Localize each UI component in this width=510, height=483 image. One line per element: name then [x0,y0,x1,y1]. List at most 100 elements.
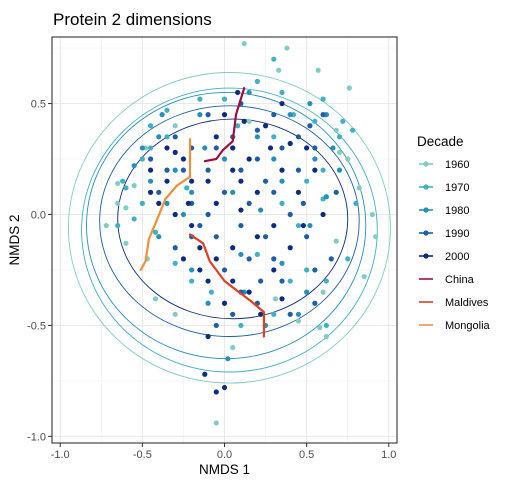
point-1970 [123,185,129,191]
point-1990 [213,145,219,151]
point-1980 [254,134,260,140]
point-2000 [312,167,318,173]
point-1970 [254,78,260,84]
legend-label: 1980 [445,205,469,217]
point-1970 [323,278,329,284]
point-2000 [221,112,228,118]
point-1980 [139,145,145,151]
point-2000 [172,211,178,218]
point-1990 [295,167,302,173]
point-1960 [272,296,279,302]
point-1990 [230,311,236,317]
legend: Decade 1960 1970 1980 1990 2000 China Maldives… [417,134,491,332]
point-1980 [197,112,203,118]
point-1960 [336,149,343,155]
y-tick-label: 0.5 [31,99,46,111]
ellipse-2000 [117,118,349,320]
point-2000 [185,200,191,206]
point-1970 [235,123,241,129]
point-1980 [323,194,329,200]
point-1970 [279,89,285,96]
point-1990 [238,167,244,173]
point-1960 [131,183,137,189]
point-2000 [221,384,228,391]
point-1960 [213,420,219,426]
point-1980 [205,300,211,306]
point-1970 [323,322,329,329]
point-2000 [189,178,195,184]
legend-item-2000: 2000 [419,251,469,263]
point-1990 [172,134,178,140]
point-1970 [320,96,326,102]
point-1980 [164,200,170,206]
point-1970 [139,156,145,162]
point-1990 [213,322,219,329]
point-1970 [279,200,285,206]
point-2000 [241,118,247,124]
chart-title: Protein 2 dimensions [53,10,212,29]
point-1960 [284,45,290,51]
point-2000 [205,278,211,284]
point-1990 [197,222,203,229]
point-1990 [287,311,293,317]
ellipse-1970 [81,87,378,373]
point-1990 [254,127,260,133]
point-1990 [307,123,313,129]
point-1980 [156,234,162,240]
point-2000 [230,145,236,151]
point-1960 [346,85,352,91]
point-1990 [205,211,211,218]
point-2000 [147,167,154,173]
point-1960 [315,67,321,73]
point-2000 [279,167,285,173]
point-1980 [246,89,252,96]
legend-key-point [423,207,429,213]
legend-label: Maldives [445,297,489,309]
x-tick-label: 1.0 [381,449,396,461]
point-1980 [336,167,343,173]
point-2000 [213,134,219,140]
y-axis-title: NMDS 2 [7,214,22,265]
point-1960 [172,311,178,317]
point-1960 [369,211,375,218]
point-2000 [287,245,293,251]
point-2000 [246,289,252,295]
point-1990 [279,145,285,151]
point-2000 [262,123,269,129]
point-2000 [202,371,208,377]
grid-lines [52,37,397,443]
point-2000 [172,149,178,155]
point-1960 [246,118,252,124]
point-1960 [115,200,121,206]
legend-key-point [423,253,429,259]
point-1970 [238,322,244,329]
point-1970 [152,229,159,235]
point-2000 [238,207,244,213]
legend-label: Mongolia [445,320,491,332]
point-1960 [241,41,247,47]
point-2000 [254,189,260,195]
point-2000 [197,245,203,251]
y-axis-ticks: -1.0 -0.5 0.0 0.5 [27,99,52,443]
point-1970 [208,289,214,295]
point-1990 [300,200,306,206]
point-1990 [271,189,277,195]
point-1970 [254,251,260,258]
point-1980 [307,222,313,229]
point-1970 [189,278,195,284]
point-1970 [304,267,310,273]
point-1980 [202,145,208,151]
point-1970 [350,127,356,133]
point-2000 [238,178,244,184]
point-2000 [213,389,219,395]
point-2000 [254,234,260,240]
ellipse-1990 [99,105,360,337]
legend-title: Decade [417,134,464,149]
point-1980 [230,189,236,195]
point-1980 [189,189,195,195]
legend-item-mongolia: Mongolia [419,320,491,332]
country-trajectories [139,86,265,338]
point-1970 [131,216,137,222]
point-1960 [317,325,323,331]
